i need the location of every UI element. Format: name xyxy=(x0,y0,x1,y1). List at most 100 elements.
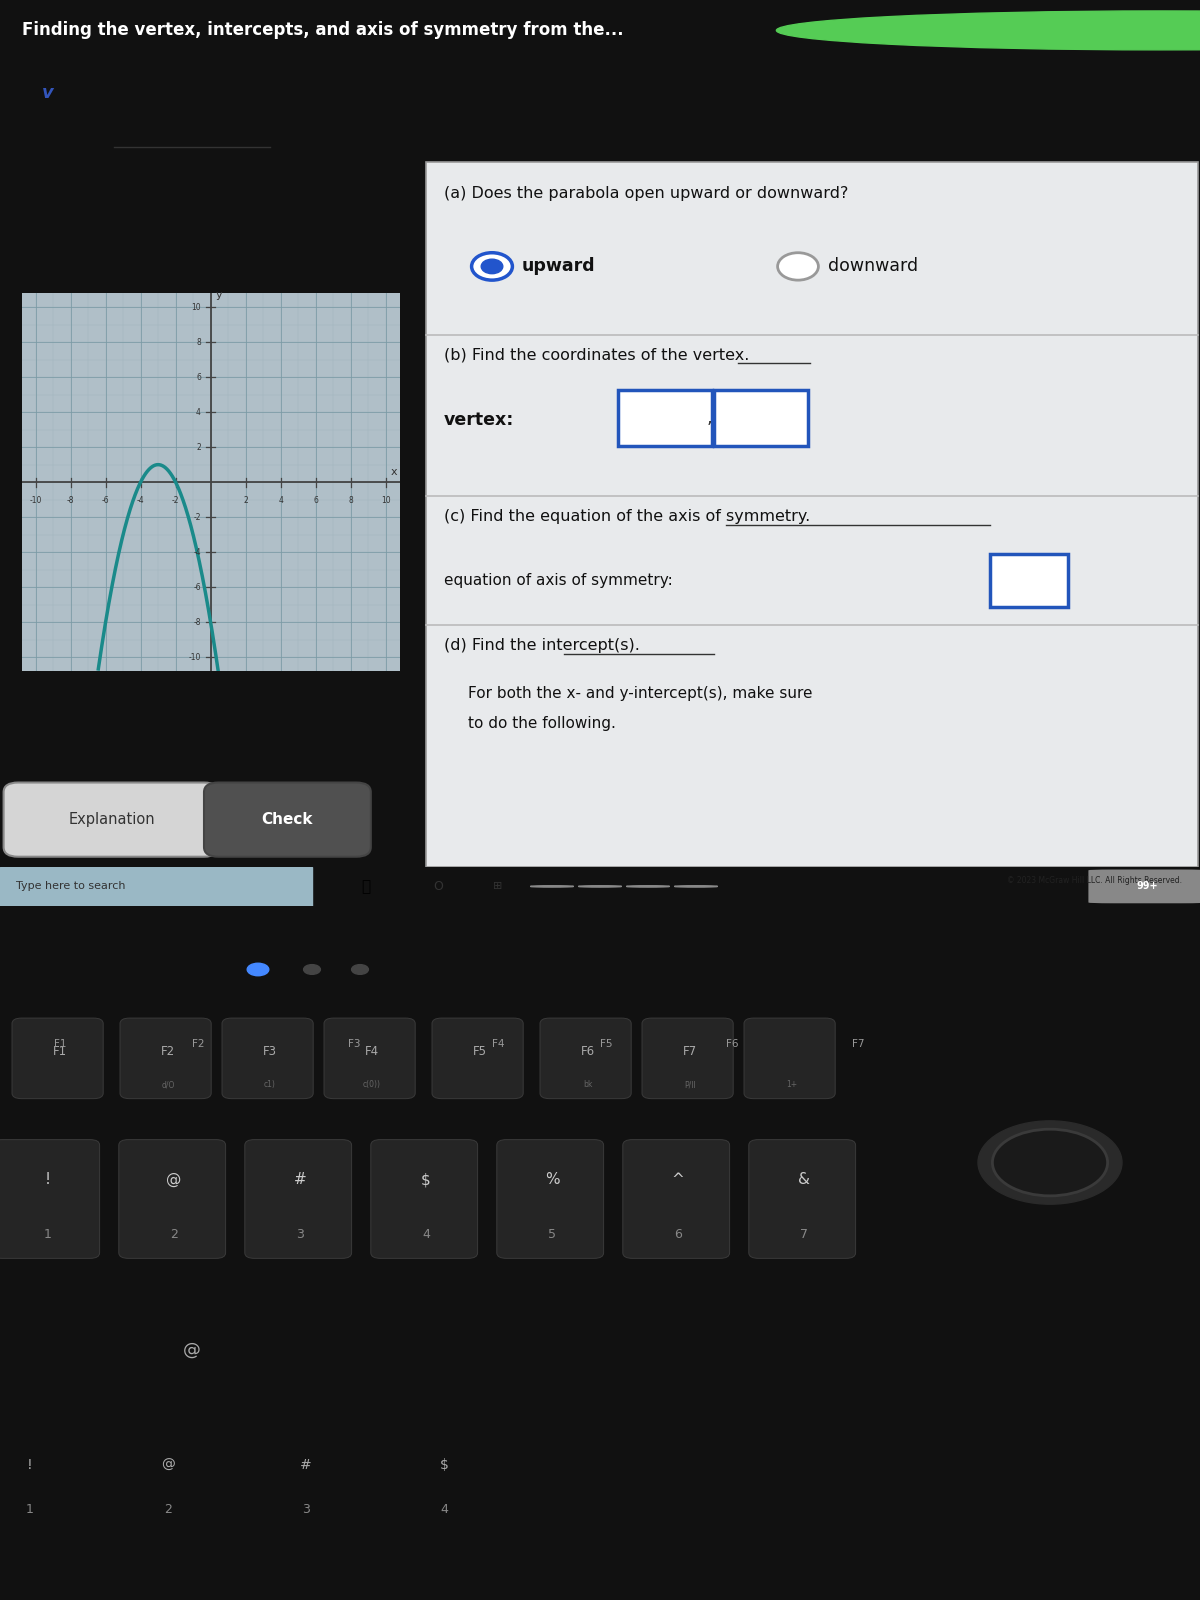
Text: 3: 3 xyxy=(302,1504,310,1517)
Text: O: O xyxy=(433,880,443,893)
FancyBboxPatch shape xyxy=(119,1139,226,1258)
Text: 2: 2 xyxy=(197,443,200,451)
Text: -8: -8 xyxy=(67,496,74,506)
FancyBboxPatch shape xyxy=(371,1139,478,1258)
Text: F5: F5 xyxy=(600,1040,612,1050)
Text: 8: 8 xyxy=(197,338,200,347)
Circle shape xyxy=(778,253,818,280)
Text: bk: bk xyxy=(583,1080,593,1090)
Text: v: v xyxy=(42,85,54,102)
FancyBboxPatch shape xyxy=(714,390,808,446)
Text: For both the x- and y-intercept(s), make sure: For both the x- and y-intercept(s), make… xyxy=(468,686,812,701)
FancyBboxPatch shape xyxy=(432,1018,523,1099)
Text: ,: , xyxy=(707,410,712,427)
Text: 4: 4 xyxy=(278,496,283,506)
Text: 10: 10 xyxy=(191,302,200,312)
Text: $: $ xyxy=(421,1173,431,1187)
Text: 1: 1 xyxy=(44,1227,52,1240)
Text: ^: ^ xyxy=(672,1173,684,1187)
FancyBboxPatch shape xyxy=(497,1139,604,1258)
Text: %: % xyxy=(545,1173,559,1187)
Circle shape xyxy=(992,1130,1108,1195)
FancyBboxPatch shape xyxy=(204,782,371,856)
Text: 4: 4 xyxy=(422,1227,430,1240)
FancyBboxPatch shape xyxy=(12,1018,103,1099)
Text: 99+: 99+ xyxy=(1136,882,1158,891)
Text: downward: downward xyxy=(828,258,918,275)
Text: F6: F6 xyxy=(581,1045,595,1058)
Text: !: ! xyxy=(28,1458,32,1472)
FancyBboxPatch shape xyxy=(120,1018,211,1099)
Text: (b) Find the coordinates of the vertex.: (b) Find the coordinates of the vertex. xyxy=(444,347,749,363)
Text: -6: -6 xyxy=(102,496,109,506)
FancyBboxPatch shape xyxy=(744,1018,835,1099)
Text: F6: F6 xyxy=(726,1040,738,1050)
Text: @: @ xyxy=(161,1458,175,1472)
Text: to do the following.: to do the following. xyxy=(468,717,616,731)
Text: F1: F1 xyxy=(54,1040,66,1050)
FancyBboxPatch shape xyxy=(4,782,218,856)
FancyBboxPatch shape xyxy=(642,1018,733,1099)
Text: 8: 8 xyxy=(348,496,353,506)
Circle shape xyxy=(472,253,512,280)
Text: upward: upward xyxy=(522,258,595,275)
Text: F7: F7 xyxy=(852,1040,864,1050)
Text: Check: Check xyxy=(262,813,313,827)
Text: -4: -4 xyxy=(137,496,144,506)
FancyBboxPatch shape xyxy=(749,1139,856,1258)
Text: F5: F5 xyxy=(473,1045,487,1058)
Text: -2: -2 xyxy=(193,512,200,522)
FancyBboxPatch shape xyxy=(990,554,1068,606)
Text: F4: F4 xyxy=(365,1045,379,1058)
Text: &: & xyxy=(798,1173,810,1187)
Text: 🦈: 🦈 xyxy=(361,878,371,894)
Text: @: @ xyxy=(184,1341,200,1358)
Text: F3: F3 xyxy=(263,1045,277,1058)
Text: @: @ xyxy=(167,1173,181,1187)
Text: 1+: 1+ xyxy=(786,1080,798,1090)
Circle shape xyxy=(304,965,320,974)
Circle shape xyxy=(776,11,1200,50)
Text: (d) Find the intercept(s).: (d) Find the intercept(s). xyxy=(444,638,640,653)
Text: 5: 5 xyxy=(548,1227,556,1240)
FancyBboxPatch shape xyxy=(245,1139,352,1258)
Text: ⊞: ⊞ xyxy=(493,882,503,891)
FancyBboxPatch shape xyxy=(1088,869,1200,904)
Circle shape xyxy=(978,1122,1122,1205)
Text: Type here to search: Type here to search xyxy=(16,882,125,891)
Text: 6: 6 xyxy=(674,1227,682,1240)
Text: x: x xyxy=(391,467,397,477)
Text: P/II: P/II xyxy=(684,1080,696,1090)
Text: 3: 3 xyxy=(296,1227,304,1240)
Text: Explanation: Explanation xyxy=(68,813,155,827)
Text: 7: 7 xyxy=(800,1227,808,1240)
FancyBboxPatch shape xyxy=(0,1139,100,1258)
Text: 4: 4 xyxy=(196,408,200,416)
Text: 10: 10 xyxy=(380,496,390,506)
Text: F2: F2 xyxy=(192,1040,204,1050)
Text: #: # xyxy=(294,1173,306,1187)
FancyBboxPatch shape xyxy=(324,1018,415,1099)
Text: F7: F7 xyxy=(683,1045,697,1058)
Text: 2: 2 xyxy=(170,1227,178,1240)
Text: -10: -10 xyxy=(30,496,42,506)
Text: -4: -4 xyxy=(193,547,200,557)
Text: c(0)): c(0)) xyxy=(364,1080,382,1090)
Bar xyxy=(0,867,312,906)
Text: equation of axis of symmetry:: equation of axis of symmetry: xyxy=(444,573,673,589)
FancyBboxPatch shape xyxy=(623,1139,730,1258)
Text: F1: F1 xyxy=(53,1045,67,1058)
Text: Finding the vertex, intercepts, and axis of symmetry from the...: Finding the vertex, intercepts, and axis… xyxy=(22,21,623,40)
Text: (c) Find the equation of the axis of symmetry.: (c) Find the equation of the axis of sym… xyxy=(444,509,810,523)
Circle shape xyxy=(352,965,368,974)
Text: c1): c1) xyxy=(264,1080,276,1090)
Text: F2: F2 xyxy=(161,1045,175,1058)
Text: © 2023 McGraw Hill LLC. All Rights Reserved.: © 2023 McGraw Hill LLC. All Rights Reser… xyxy=(1007,877,1182,885)
Text: 6: 6 xyxy=(313,496,318,506)
Text: F3: F3 xyxy=(348,1040,360,1050)
Text: vertex:: vertex: xyxy=(444,411,515,429)
Bar xyxy=(0,906,1200,989)
Text: (a) Does the parabola open upward or downward?: (a) Does the parabola open upward or dow… xyxy=(444,186,848,202)
Text: 1: 1 xyxy=(26,1504,34,1517)
Text: -2: -2 xyxy=(172,496,179,506)
